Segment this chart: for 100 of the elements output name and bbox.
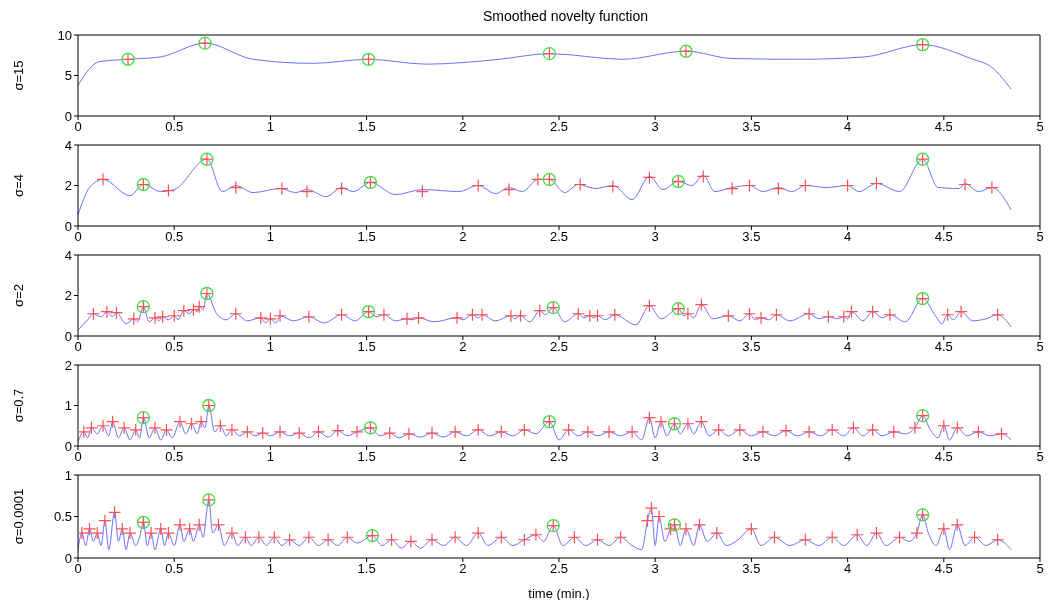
point — [273, 309, 287, 323]
point — [844, 305, 859, 319]
point — [194, 415, 208, 429]
point — [321, 533, 335, 547]
point — [300, 184, 314, 199]
point — [471, 423, 485, 437]
point — [581, 425, 595, 439]
point — [167, 309, 181, 323]
x-tick-label: 3 — [651, 339, 659, 355]
x-tick-label: 2.5 — [549, 119, 569, 135]
y-axis-title: σ=2 — [10, 284, 26, 307]
x-tick-label: 0 — [74, 229, 82, 245]
point — [837, 310, 851, 324]
x-tick-label: 0 — [74, 119, 82, 135]
point — [106, 415, 120, 429]
point — [531, 172, 545, 187]
point — [850, 528, 864, 542]
y-tick-label: 1 — [64, 398, 72, 414]
x-tick-label: 3.5 — [742, 449, 761, 465]
x-tick-label: 0.5 — [165, 449, 184, 465]
point — [229, 180, 243, 195]
point — [117, 421, 131, 435]
point — [991, 533, 1005, 547]
y-tick-label: 4 — [64, 247, 72, 263]
x-tick-label: 4.5 — [934, 449, 953, 465]
x-tick-label: 5 — [1036, 119, 1044, 135]
point — [402, 427, 416, 441]
point — [192, 300, 206, 314]
y-tick-label: 0.5 — [53, 509, 72, 525]
point — [692, 518, 707, 532]
point — [869, 526, 884, 540]
point — [494, 425, 508, 439]
point — [240, 425, 254, 439]
point — [292, 426, 306, 440]
point — [225, 526, 239, 540]
point — [802, 307, 816, 321]
point — [642, 299, 657, 313]
point — [892, 530, 907, 544]
point — [825, 423, 839, 437]
point — [821, 310, 835, 324]
point — [613, 530, 628, 544]
point — [448, 425, 462, 439]
x-tick-label: 2.5 — [549, 561, 569, 577]
point — [908, 421, 922, 435]
y-axis-title: σ=4 — [10, 174, 26, 197]
point — [350, 425, 364, 439]
point — [263, 312, 277, 326]
point — [517, 533, 531, 547]
x-tick-label: 3 — [651, 229, 659, 245]
x-tick-label: 1 — [266, 561, 275, 577]
y-tick-label: 5 — [64, 68, 72, 84]
point — [86, 307, 100, 321]
x-tick-label: 4 — [843, 229, 852, 245]
x-tick-label: 0 — [74, 449, 82, 465]
x-axis-title: time (min.) — [528, 586, 590, 601]
point — [148, 311, 162, 325]
point — [334, 181, 349, 196]
point — [602, 425, 616, 439]
point — [733, 423, 747, 437]
point — [910, 526, 924, 540]
point — [161, 183, 176, 198]
point — [742, 307, 757, 321]
y-tick-label: 2 — [64, 178, 72, 194]
point — [471, 526, 485, 540]
point — [404, 534, 418, 548]
point — [267, 530, 281, 544]
point — [129, 423, 143, 437]
x-tick-label: 0.5 — [165, 229, 184, 245]
point — [590, 309, 605, 323]
point — [494, 530, 508, 544]
point — [694, 298, 708, 312]
point — [334, 308, 349, 322]
point — [756, 425, 770, 439]
point — [798, 178, 812, 193]
x-tick-label: 0.5 — [165, 561, 184, 577]
point — [642, 411, 657, 425]
point — [562, 423, 576, 437]
y-axis-title: σ=0.0001 — [10, 488, 26, 545]
point — [385, 533, 399, 547]
point — [679, 522, 693, 536]
point — [937, 522, 951, 536]
x-tick-label: 4 — [843, 119, 852, 135]
y-tick-label: 10 — [57, 27, 72, 43]
point — [517, 423, 531, 437]
x-tick-label: 1 — [266, 119, 275, 135]
x-tick-label: 0.5 — [165, 339, 184, 355]
point — [211, 518, 226, 532]
point — [971, 425, 986, 439]
point — [606, 179, 620, 194]
point — [84, 421, 99, 435]
point — [825, 530, 839, 544]
point — [173, 415, 187, 429]
point — [767, 530, 782, 544]
x-tick-label: 4 — [843, 449, 852, 465]
point — [100, 305, 114, 319]
point — [78, 425, 91, 439]
point — [950, 518, 964, 532]
point — [798, 533, 812, 547]
point — [331, 424, 345, 438]
x-tick-label: 3 — [651, 561, 659, 577]
